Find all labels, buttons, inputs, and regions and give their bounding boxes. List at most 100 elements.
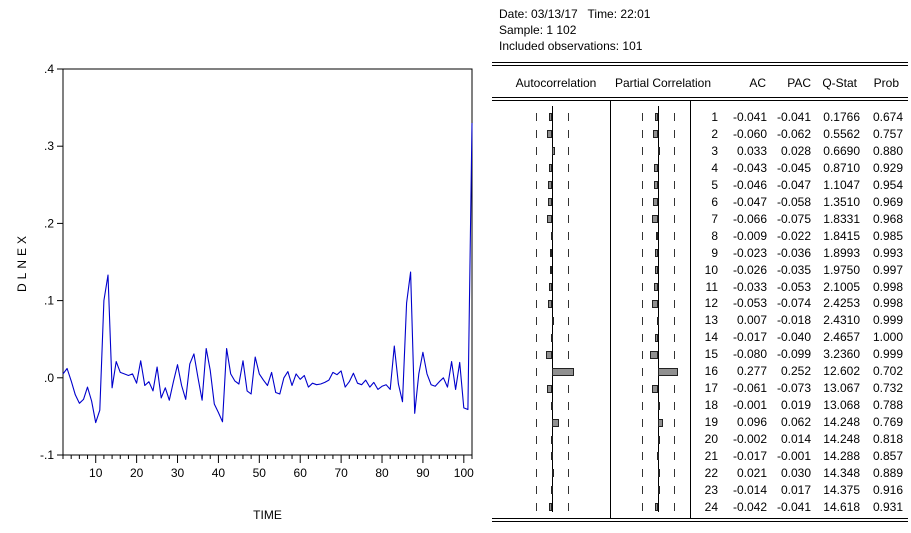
prob-cell: 0.969 [872,194,903,209]
confidence-band-dash [536,367,537,376]
pac-cell: -0.036 [776,245,811,260]
pac-bar [653,130,658,139]
confidence-band-dash [642,435,643,444]
confidence-band-dash [674,181,675,190]
qstat-cell: 2.1005 [823,279,860,294]
confidence-band-dash [536,198,537,207]
plot-frame [62,68,473,456]
correlogram-row: 19 0.096 0.062 14.248 0.769 [492,414,908,431]
qstat-cell: 14.288 [823,449,860,463]
pac-cell: -0.073 [776,381,811,396]
confidence-band-dash [674,164,675,173]
confidence-band-dash [674,503,675,512]
y-tick-label: .3 [44,139,54,153]
lag-cell: 13 [704,313,718,328]
lag-cell: 20 [704,432,718,447]
confidence-band-dash [536,316,537,325]
qstat-cell: 14.248 [823,432,860,447]
confidence-band-dash [568,130,569,139]
qstat-cell: 13.068 [823,398,860,413]
ac-cell: -0.017 [732,449,767,463]
correlogram-row: 15 -0.080 -0.099 3.2360 0.999 [492,346,908,363]
prob-cell: 0.788 [872,398,903,413]
pac-bar [655,249,658,258]
x-tick-label: 50 [253,466,267,480]
dlnex-time-series-chart: .4 .3 .2 .1 .0 -.1 10 20 30 40 50 60 70 80 90 100 TIME DL… [15,62,474,522]
confidence-band-dash [642,384,643,393]
confidence-band-dash [568,350,569,359]
prob-cell: 0.880 [872,143,903,158]
confidence-band-dash [642,418,643,427]
lag-cell: 5 [711,177,718,192]
confidence-band-dash [642,164,643,173]
confidence-band-dash [568,333,569,342]
confidence-band-dash [642,503,643,512]
lag-cell: 10 [704,262,718,277]
prob-cell: 0.857 [872,449,903,463]
pac-bar [654,282,658,291]
correlogram-row: 14 -0.017 -0.040 2.4657 1.000 [492,329,908,346]
ac-bar [551,333,553,342]
confidence-band-dash [536,215,537,224]
pac-cell: -0.022 [776,228,811,243]
confidence-band-dash [536,299,537,308]
ac-cell: -0.053 [732,296,767,311]
y-tick-label: .2 [44,216,54,230]
confidence-band-dash [674,249,675,258]
ac-bar [549,113,552,122]
confidence-band-dash [674,215,675,224]
ac-cell: -0.014 [732,482,767,497]
confidence-band-dash [536,486,537,495]
qstat-cell: 14.618 [823,499,860,514]
x-axis-title: TIME [253,508,282,522]
correlogram-row: 11 -0.033 -0.053 2.1005 0.998 [492,279,908,296]
ac-bar [551,401,553,410]
correlogram-row: 22 0.021 0.030 14.348 0.889 [492,465,908,482]
confidence-band-dash [642,266,643,275]
pac-bar [658,147,660,156]
confidence-band-dash [536,469,537,478]
qstat-cell: 13.067 [823,381,860,396]
prob-cell: 0.916 [872,482,903,497]
confidence-band-dash [674,147,675,156]
prob-cell: 0.674 [872,110,903,124]
included-observations-line: Included observations: 101 [499,39,643,53]
correlogram-row: 18 -0.001 0.019 13.068 0.788 [492,397,908,414]
pac-bar [658,486,660,495]
confidence-band-dash [536,232,537,241]
prob-cell: 0.769 [872,415,903,430]
pac-bar [658,401,660,410]
ac-cell: 0.007 [736,313,767,328]
confidence-band-dash [674,232,675,241]
qstat-cell: 12.602 [823,364,860,379]
confidence-band-dash [536,452,537,461]
confidence-band-dash [674,401,675,410]
confidence-band-dash [536,350,537,359]
confidence-band-dash [642,198,643,207]
lag-cell: 3 [711,143,718,158]
x-tick-label: 80 [375,466,389,480]
ac-cell: -0.043 [732,160,767,175]
ac-bar [552,418,559,427]
confidence-band-dash [674,299,675,308]
bottom-double-rule [492,518,908,522]
prob-cell: 0.954 [872,177,903,192]
ac-cell: -0.002 [732,432,767,447]
correlogram-rows: 1 -0.041 -0.041 0.1766 0.674 2 -0.060 -0.062 0.5… [492,100,908,518]
pac-bar [655,113,658,122]
qstat-cell: 1.9750 [823,262,860,277]
column-header-pac: PAC [787,76,811,90]
prob-cell: 0.702 [872,364,903,379]
pac-zero-line [658,106,659,512]
correlogram-row: 13 0.007 -0.018 2.4310 0.999 [492,312,908,329]
ac-bar [549,282,552,291]
pac-bar [652,299,658,308]
pac-bar [654,164,658,173]
pac-cell: -0.041 [776,499,811,514]
ac-bar [548,299,552,308]
confidence-band-dash [568,266,569,275]
confidence-band-dash [536,266,537,275]
confidence-band-dash [674,113,675,122]
confidence-band-dash [568,401,569,410]
pac-cell: -0.058 [776,194,811,209]
